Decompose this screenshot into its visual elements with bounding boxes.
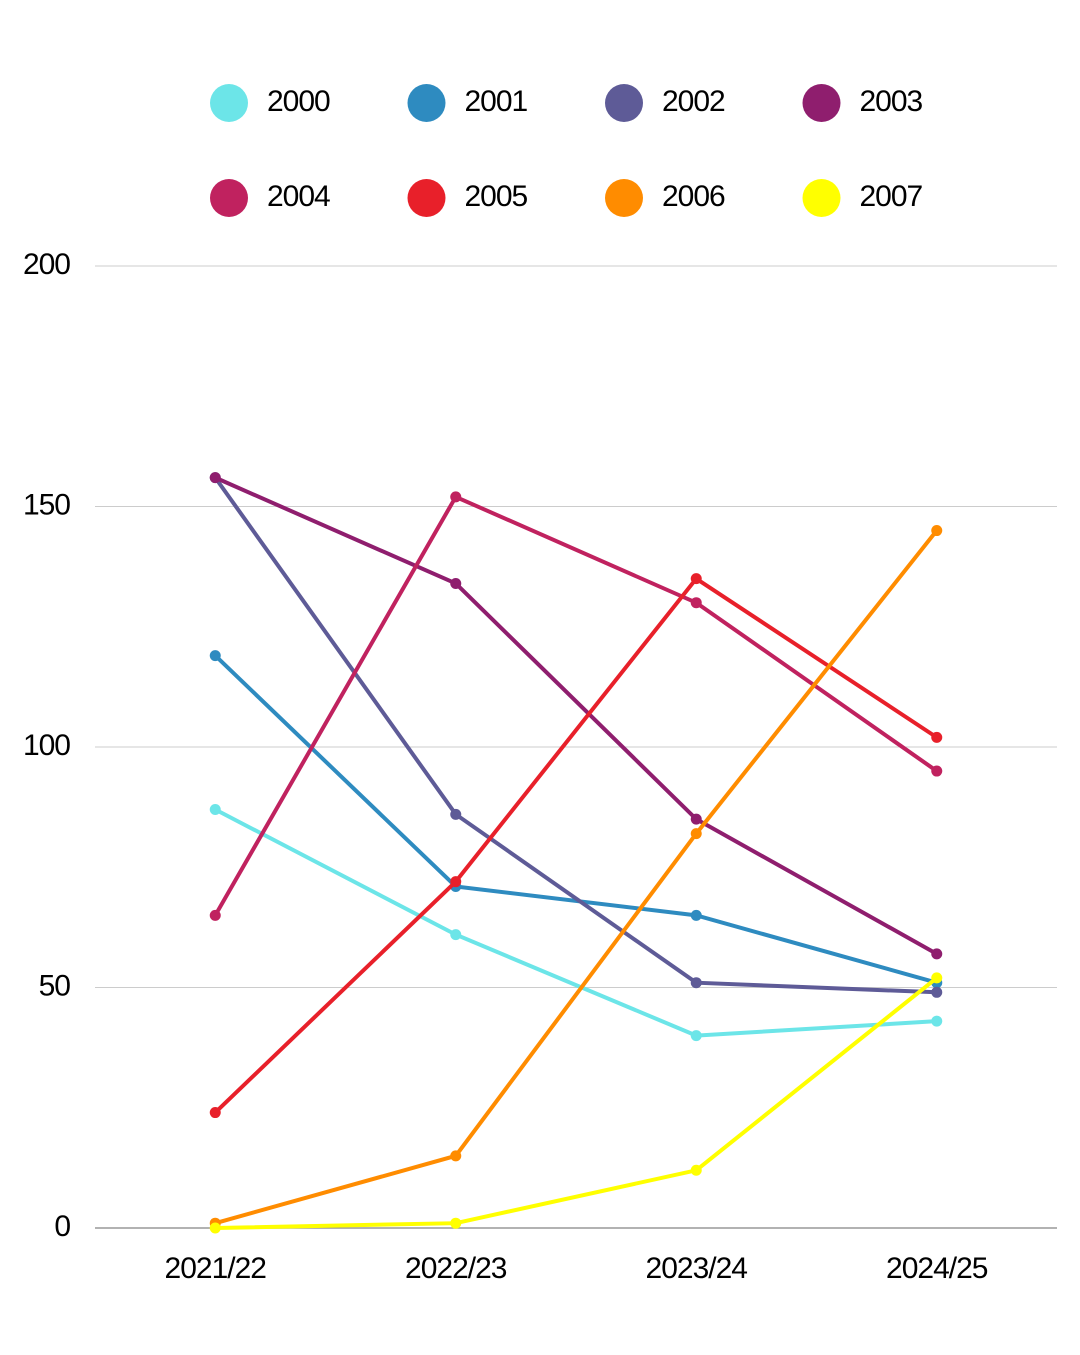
data-point <box>450 1150 462 1162</box>
data-point <box>690 1164 702 1176</box>
x-tick-label: 2022/23 <box>405 1252 507 1285</box>
legend-marker <box>407 84 446 122</box>
series-line <box>214 529 939 1226</box>
y-tick-label: 0 <box>54 1210 70 1243</box>
data-point <box>209 1222 221 1234</box>
data-point <box>690 1030 702 1042</box>
data-point <box>931 948 943 960</box>
data-point <box>209 804 221 816</box>
data-point <box>690 828 702 840</box>
data-point <box>931 972 943 984</box>
series-line <box>213 654 938 985</box>
series-line <box>213 575 938 1115</box>
data-point <box>450 491 462 503</box>
data-point <box>450 1217 462 1229</box>
legend-label: 2005 <box>465 180 528 213</box>
data-point <box>690 813 702 825</box>
data-point <box>450 929 462 941</box>
data-point <box>690 977 702 989</box>
data-point <box>209 909 221 921</box>
data-point <box>931 525 943 537</box>
data-point <box>450 808 462 820</box>
legend-marker <box>802 84 841 122</box>
data-point <box>209 1107 221 1119</box>
legend-marker <box>802 179 841 217</box>
data-point <box>450 577 462 589</box>
data-point <box>931 1015 943 1027</box>
data-point <box>931 765 943 777</box>
x-tick-label: 2021/22 <box>165 1252 267 1285</box>
data-point <box>690 573 702 585</box>
y-tick-label: 50 <box>39 969 71 1002</box>
legend-label: 2002 <box>662 85 725 118</box>
data-point <box>690 909 702 921</box>
x-tick-label: 2023/24 <box>646 1252 748 1285</box>
legend-label: 2001 <box>465 85 528 118</box>
data-point <box>209 472 221 484</box>
data-point <box>931 986 943 998</box>
legend-label: 2004 <box>267 180 330 213</box>
legend-marker <box>605 179 643 217</box>
data-point <box>209 650 221 662</box>
series-line <box>214 807 937 1038</box>
legend-marker <box>210 84 248 122</box>
series-line <box>214 475 938 956</box>
legend-marker <box>407 179 446 217</box>
series-line <box>215 976 938 1230</box>
legend-label: 2006 <box>662 180 725 213</box>
legend-label: 2000 <box>267 85 330 118</box>
data-point <box>931 731 943 743</box>
y-tick-label: 150 <box>23 488 70 521</box>
series-line <box>213 476 937 995</box>
y-tick-label: 200 <box>23 248 70 281</box>
legend-label: 2003 <box>860 85 923 118</box>
series-line <box>213 494 938 917</box>
legend-marker <box>210 179 248 217</box>
y-tick-label: 100 <box>23 729 70 762</box>
data-point <box>450 876 462 888</box>
legend-marker <box>605 84 643 122</box>
data-point <box>690 597 702 609</box>
legend-label: 2007 <box>860 180 923 213</box>
x-tick-label: 2024/25 <box>886 1252 988 1285</box>
